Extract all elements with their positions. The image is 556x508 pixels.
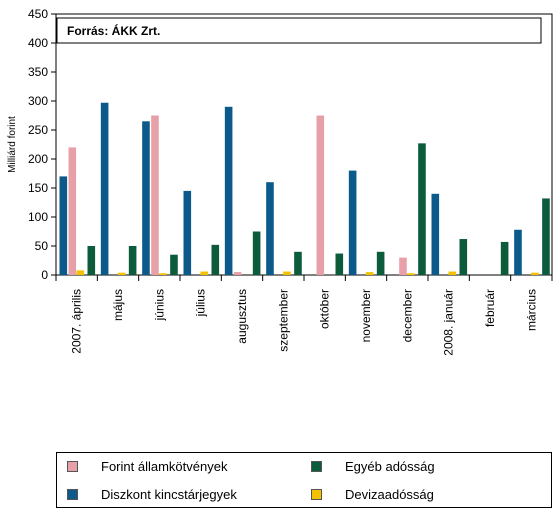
legend-swatch xyxy=(311,489,322,500)
bar-egyeb xyxy=(335,253,344,275)
bar-deviza xyxy=(159,273,167,275)
legend: Forint államkötvények Egyéb adósság Disz… xyxy=(56,452,552,508)
x-category-label: szeptember xyxy=(276,289,290,352)
x-category-label: 2007. április xyxy=(70,289,84,354)
y-tick-label: 450 xyxy=(28,7,48,21)
bar-egyeb xyxy=(459,239,468,275)
x-category-label: május xyxy=(111,289,125,321)
legend-label: Diszkont kincstárjegyek xyxy=(101,487,237,502)
bar-forint xyxy=(68,147,77,275)
x-category-label: február xyxy=(483,289,497,327)
source-note: Forrás: ÁKK Zrt. xyxy=(67,23,160,38)
bar-diszkont xyxy=(431,193,440,275)
bar-forint xyxy=(316,115,325,275)
legend-label: Devizaadósság xyxy=(345,487,434,502)
bar-diszkont xyxy=(59,176,68,275)
x-category-label: március xyxy=(524,289,538,331)
bar-egyeb xyxy=(542,198,550,275)
x-category-label: 2008. január xyxy=(442,289,456,356)
bar-diszkont xyxy=(183,190,192,275)
bar-deviza xyxy=(283,271,291,275)
bar-egyeb xyxy=(211,244,220,275)
bar-deviza xyxy=(448,271,457,275)
bar-egyeb xyxy=(376,251,385,275)
legend-label: Egyéb adósság xyxy=(345,459,435,474)
bar-egyeb xyxy=(128,246,137,275)
bar-deviza xyxy=(365,272,374,275)
bar-diszkont xyxy=(142,121,150,275)
bar-diszkont xyxy=(224,106,233,275)
legend-item-devizaadossag: Devizaadósság xyxy=(311,487,434,502)
y-tick-label: 200 xyxy=(28,152,48,166)
bar-diszkont xyxy=(266,182,274,275)
bar-egyeb xyxy=(500,241,509,275)
source-box xyxy=(56,17,542,44)
x-category-label: június xyxy=(152,289,166,321)
legend-item-egyeb-adossag: Egyéb adósság xyxy=(311,459,435,474)
y-axis-title: Milliárd forint xyxy=(7,116,18,173)
bar-egyeb xyxy=(252,231,261,275)
bar-forint xyxy=(233,272,242,275)
x-category-label: december xyxy=(400,289,414,342)
y-tick-label: 50 xyxy=(35,239,49,253)
y-tick-label: 300 xyxy=(28,94,48,108)
bar-egyeb xyxy=(294,251,302,275)
bar-egyeb xyxy=(87,246,96,275)
bar-diszkont xyxy=(348,170,357,275)
bar-deviza xyxy=(407,273,415,275)
y-tick-label: 150 xyxy=(28,181,48,195)
x-category-label: október xyxy=(318,289,332,329)
legend-swatch xyxy=(311,461,322,472)
bar-diszkont xyxy=(514,229,522,275)
bar-forint xyxy=(151,115,159,275)
legend-swatch xyxy=(67,461,78,472)
bar-deviza xyxy=(117,272,126,275)
bar-egyeb xyxy=(170,254,178,275)
x-category-label: július xyxy=(194,289,208,317)
legend-item-diszkont-kincstarjegyek: Diszkont kincstárjegyek xyxy=(67,487,237,502)
legend-swatch xyxy=(67,489,78,500)
y-tick-label: 350 xyxy=(28,65,48,79)
bar-diszkont xyxy=(100,102,109,276)
bar-deviza xyxy=(200,271,209,275)
x-category-label: november xyxy=(359,289,373,342)
plot-frame xyxy=(55,13,553,276)
x-category-label: augusztus xyxy=(235,289,249,344)
bar-egyeb xyxy=(418,143,426,275)
bar-deviza xyxy=(76,270,85,275)
legend-label: Forint államkötvények xyxy=(101,459,228,474)
legend-item-forint-allamkotvenyek: Forint államkötvények xyxy=(67,459,227,474)
plot-area: 0 50 100 150 200 250 300 350 400 450 2007. április… xyxy=(28,7,553,356)
y-tick-label: 100 xyxy=(28,210,48,224)
y-tick-label: 0 xyxy=(41,268,48,282)
y-tick-label: 400 xyxy=(28,36,48,50)
bar-deviza xyxy=(531,272,539,275)
y-tick-label: 250 xyxy=(28,123,48,137)
bar-forint xyxy=(399,257,407,275)
